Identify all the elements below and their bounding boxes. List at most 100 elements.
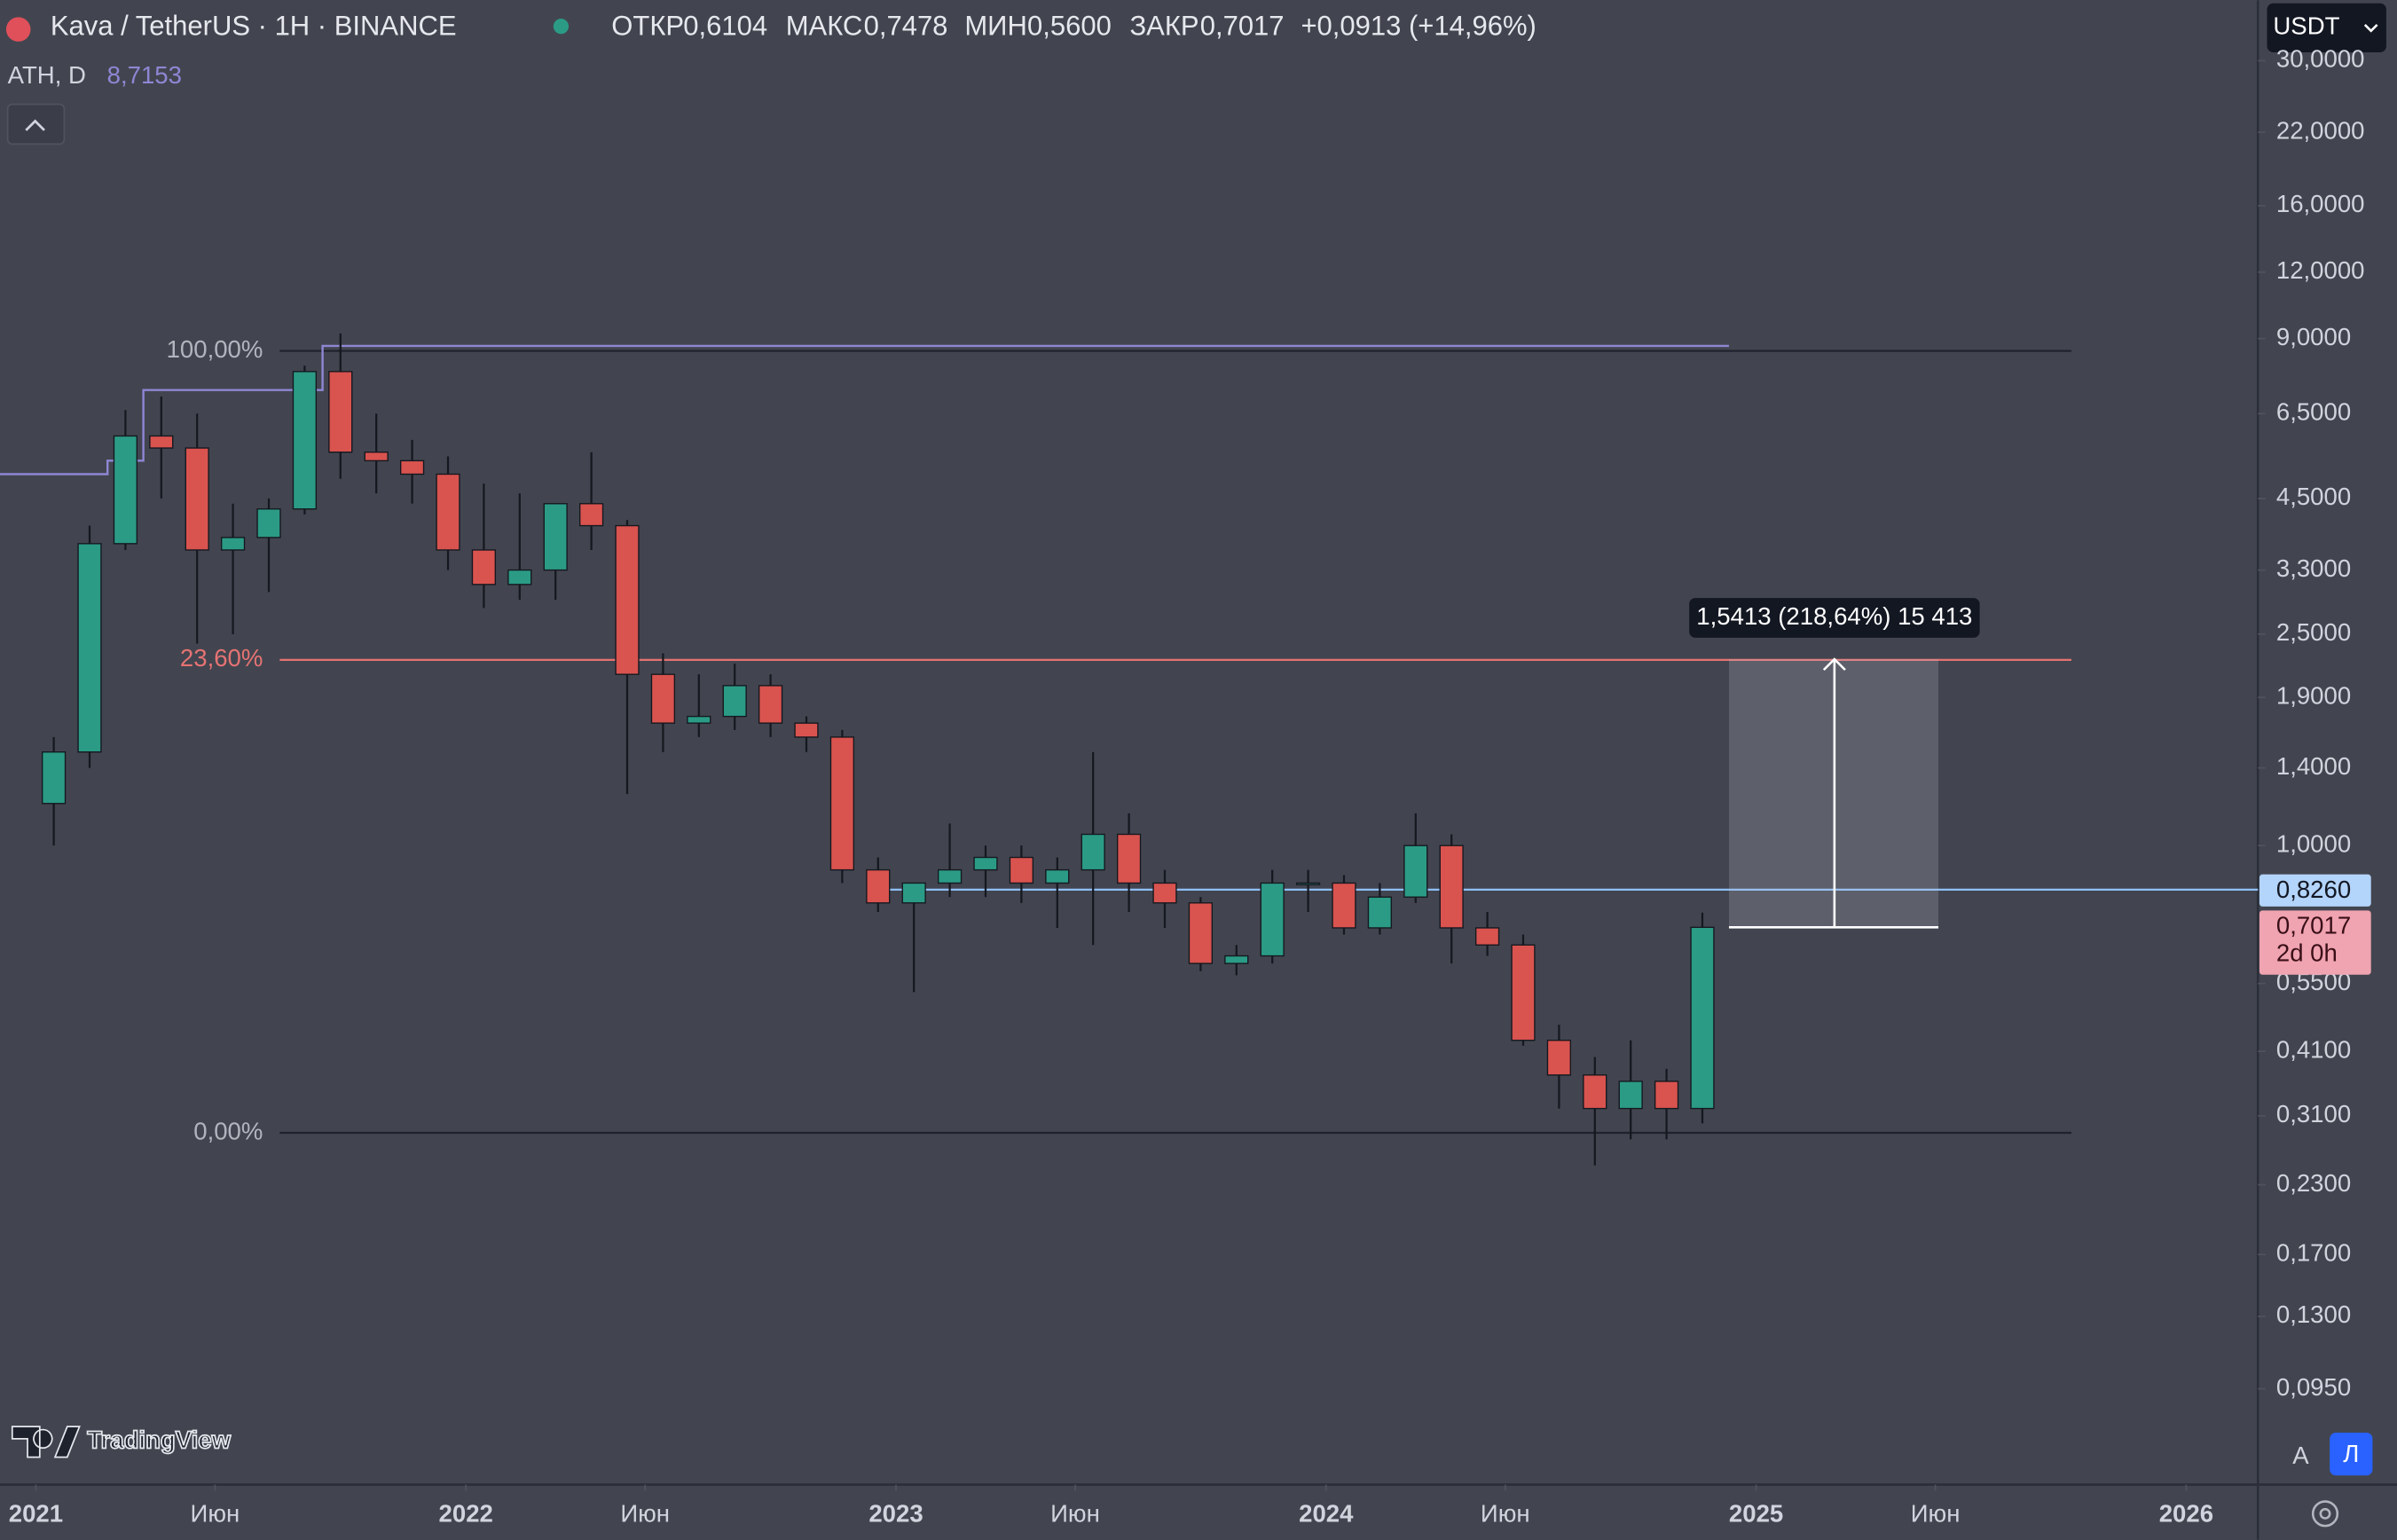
y-tick-label: 1,9000 [2276, 681, 2351, 709]
x-tick-label: Июн [620, 1499, 670, 1527]
x-tick-label: Июн [1911, 1499, 1961, 1527]
y-tick-label: 0,1300 [2276, 1300, 2351, 1328]
indicator-name: ATH, D [8, 61, 86, 89]
settings-icon[interactable] [2311, 1500, 2339, 1528]
legend-value: 0,7478 [864, 11, 948, 42]
price-line-value: 0,8260 [2276, 876, 2351, 903]
log-scale-button[interactable]: Л [2343, 1440, 2359, 1467]
y-tick-label: 30,0000 [2276, 45, 2365, 73]
candle-body [1116, 833, 1142, 884]
candle-body [1367, 896, 1393, 929]
candle-body [364, 452, 389, 462]
candle-body [328, 371, 353, 453]
y-tick-label: 16,0000 [2276, 190, 2365, 217]
legend-label: ЗАКР [1129, 11, 1198, 42]
currency-button[interactable] [2267, 3, 2386, 52]
log-scale-button-bg[interactable] [2330, 1433, 2373, 1476]
x-tick-label: 2025 [1729, 1499, 1783, 1527]
y-tick-label: 0,3100 [2276, 1100, 2351, 1128]
x-tick-label: 2022 [439, 1499, 493, 1527]
candle-body [650, 673, 676, 724]
candle-body [1511, 944, 1536, 1041]
fib-label: 23,60% [180, 644, 263, 672]
x-tick-label: Июн [1050, 1499, 1100, 1527]
y-tick-label: 2,5000 [2276, 618, 2351, 646]
ath-line [0, 344, 1729, 475]
candle-body [149, 435, 174, 449]
x-tick-label: 2021 [9, 1499, 63, 1527]
y-tick-label: 0,0950 [2276, 1373, 2351, 1401]
y-tick-label: 0,1700 [2276, 1238, 2351, 1266]
y-tick-label: 1,4000 [2276, 752, 2351, 780]
candle-body [292, 371, 318, 510]
candle-body [937, 868, 963, 884]
candle-body [866, 868, 891, 904]
candle-body [1618, 1080, 1643, 1110]
y-tick-label: 9,0000 [2276, 323, 2351, 350]
candle-body [1152, 882, 1177, 904]
measure-label: 1,5413 (218,64%) 15 413 [1696, 602, 1972, 630]
legend-value: 0,6104 [683, 11, 767, 42]
measure-label-bg [1689, 598, 1980, 638]
currency-label: USDT [2273, 12, 2339, 40]
last-price-value: 0,7017 [2276, 912, 2351, 939]
candle-body [615, 524, 640, 675]
candle-body [829, 736, 855, 871]
x-tick-label: Июн [1481, 1499, 1530, 1527]
legend-label: ОТКР [611, 11, 684, 42]
y-tick-label: 6,5000 [2276, 398, 2351, 426]
candle-body [794, 722, 819, 738]
candle-body [113, 435, 138, 545]
dropdown-icon [2363, 24, 2378, 33]
y-tick-label: 0,2300 [2276, 1169, 2351, 1197]
candle-body [77, 543, 102, 753]
legend-value: 0,5600 [1027, 11, 1112, 42]
candle-body [399, 460, 425, 475]
settings-icon-core [2319, 1507, 2331, 1520]
collapse-button[interactable] [6, 103, 66, 145]
measure-arrowhead [1822, 657, 1846, 672]
candle-body [507, 569, 532, 585]
x-tick-label: 2024 [1299, 1499, 1354, 1527]
candle-body [1439, 845, 1464, 929]
candle-body [1403, 845, 1428, 898]
candle-body [471, 549, 497, 585]
change: +0,0913 (+14,96%) [1301, 11, 1536, 42]
y-tick-label: 0,4100 [2276, 1035, 2351, 1063]
y-tick-label: 3,3000 [2276, 554, 2351, 582]
candle-body [1045, 868, 1070, 884]
candle-body [973, 856, 998, 871]
plot: 100,00% 23,60% 0,00% 1,5413 (218,64%) 15 41… [0, 333, 2259, 1166]
logo-text: TradingView [87, 1426, 231, 1454]
x-tick-label: 2026 [2159, 1499, 2213, 1527]
legend-label: МИН [964, 11, 1027, 42]
candle-body [1546, 1040, 1572, 1076]
indicator-value: 8,7153 [107, 61, 182, 89]
auto-scale-button[interactable]: A [2292, 1442, 2309, 1469]
legend-value: 0,7017 [1200, 11, 1285, 42]
candle-body [1224, 955, 1249, 964]
candle-body [758, 685, 783, 724]
fib-label: 100,00% [167, 335, 263, 363]
candle-body [1583, 1074, 1607, 1110]
candle-body [1474, 927, 1500, 946]
chevron-icon [25, 119, 45, 131]
candle-body [543, 503, 568, 571]
candle-body [1188, 902, 1214, 964]
candle-body [578, 503, 604, 527]
symbol-title: Kava / TetherUS · 1H · BINANCE [51, 11, 457, 42]
x-tick-label: 2023 [868, 1499, 923, 1527]
candle-body [1295, 882, 1321, 885]
last-price-tag [2259, 910, 2371, 975]
candle-body [1009, 856, 1034, 884]
candle-body [41, 751, 67, 805]
candle-body [1260, 882, 1285, 957]
candle-body [1332, 882, 1356, 929]
candle-body [185, 447, 209, 551]
candle-body [256, 508, 281, 538]
y-tick-label: 1,0000 [2276, 829, 2351, 857]
y-tick-label: 12,0000 [2276, 256, 2365, 284]
candle-body [1690, 926, 1715, 1110]
